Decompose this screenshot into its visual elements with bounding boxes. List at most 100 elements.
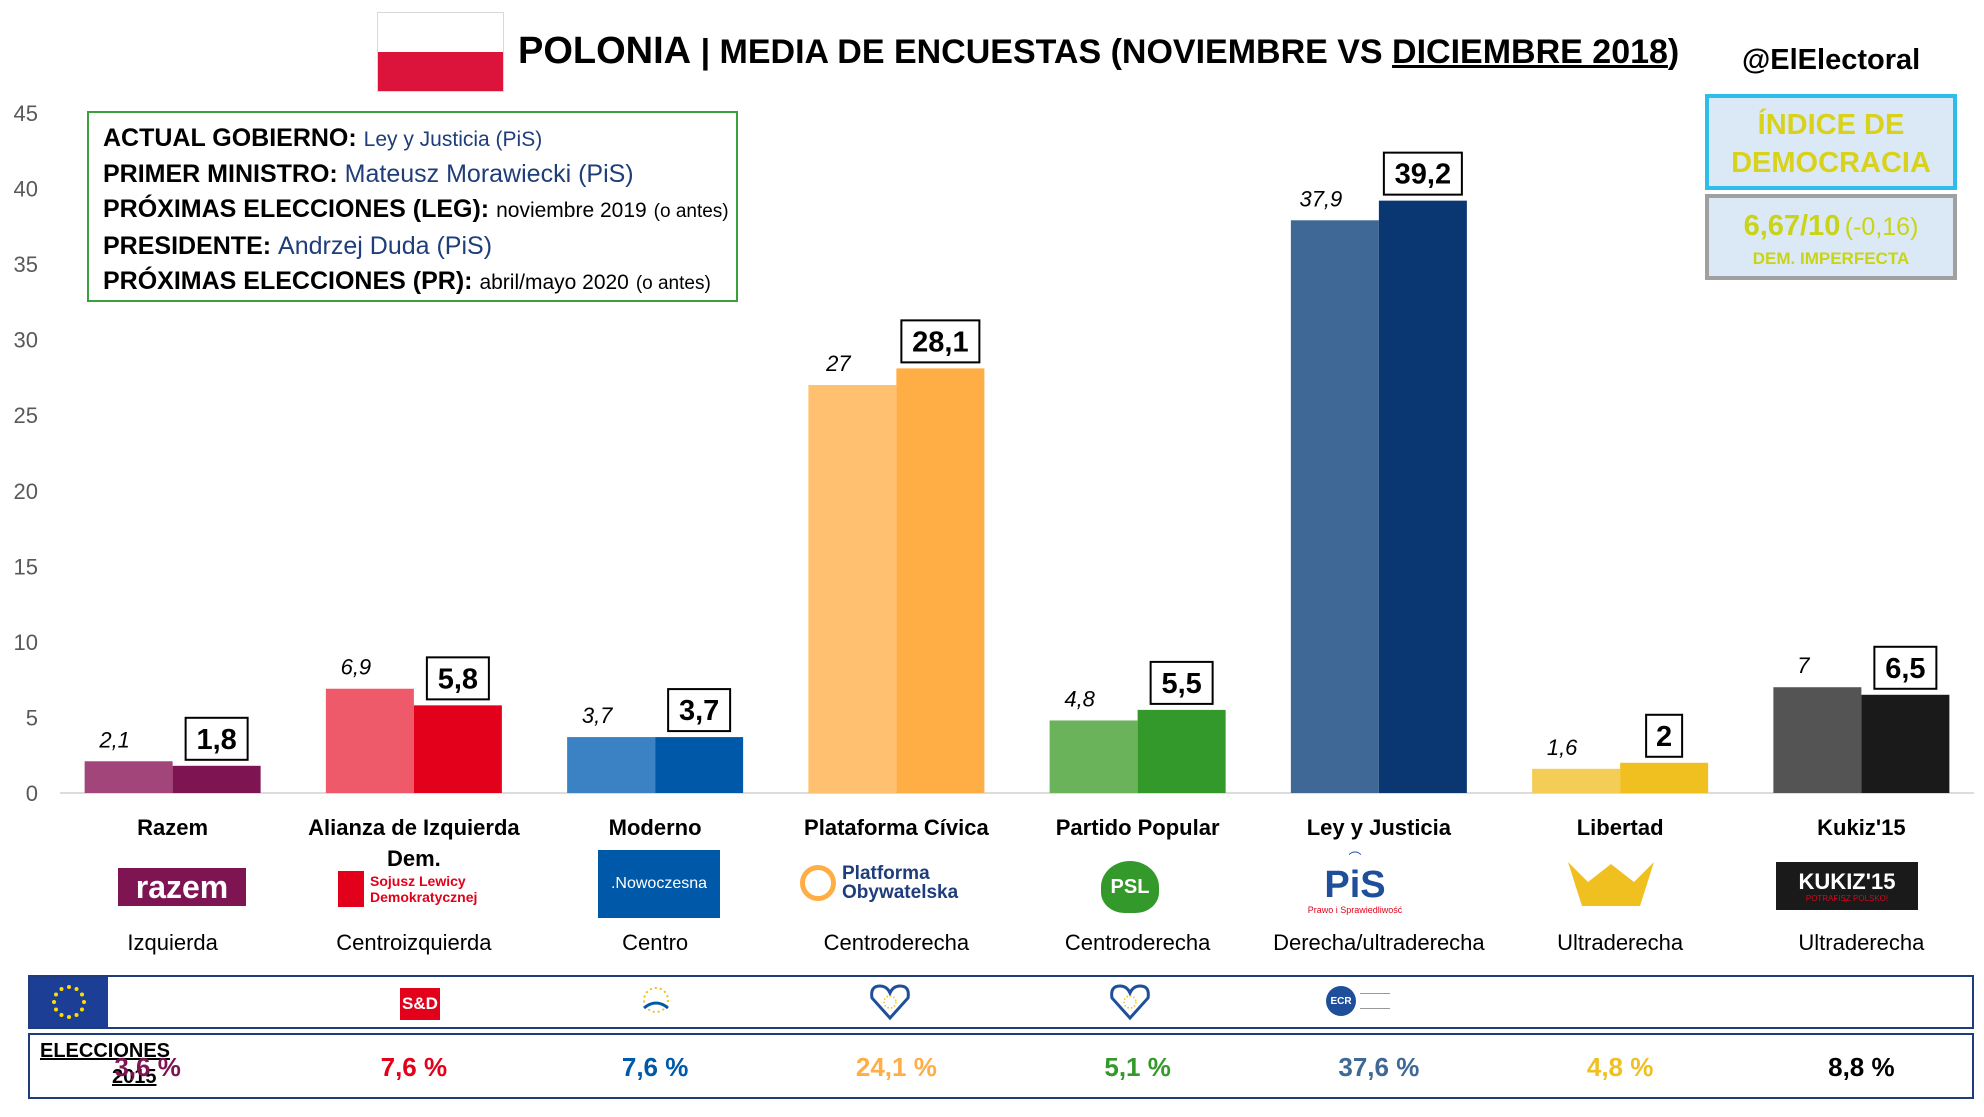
data-label-box-6	[1382, 151, 1463, 196]
democracy-index-score: 6,67/10 (-0,16) DEM. IMPERFECTA	[1705, 194, 1957, 280]
index-score: 6,67/10	[1743, 210, 1841, 242]
data-label-nov-8: 7	[1797, 653, 1810, 678]
data-label-box-1	[184, 716, 249, 761]
ideology-label-3: Centro	[622, 930, 689, 955]
category-label-1: Razem	[137, 815, 209, 840]
epp-group-icon	[868, 982, 912, 1022]
source-handle: @ElElectoral	[1742, 44, 1921, 76]
result-2015-4: 24,1 %	[855, 1052, 937, 1082]
result-2015-3: 7,6 %	[621, 1052, 689, 1082]
result-2015-8: 8,8 %	[1828, 1052, 1895, 1082]
ideology-label-7: Ultraderecha	[1557, 930, 1684, 955]
title-separator: |	[691, 33, 720, 71]
result-2015-2: 7,6 %	[380, 1052, 448, 1082]
title-end: )	[1667, 33, 1680, 71]
bar-nov-3	[567, 737, 656, 793]
index-change: (-0,16)	[1844, 213, 1919, 241]
eu-flag-icon	[30, 977, 108, 1027]
pis-logo: ⌒ PiS Prawo i Sprawiedliwość	[1307, 851, 1403, 915]
bar-nov-1	[84, 761, 173, 793]
category-label-6: Ley y Justicia	[1306, 815, 1452, 840]
data-label-dec-1: 1,8	[196, 724, 236, 756]
bar-dec-1	[172, 765, 261, 793]
bar-nov-7	[1532, 768, 1621, 793]
y-tick-label: 45	[14, 101, 38, 126]
data-label-box-2	[425, 656, 490, 701]
result-2015-7: 4,8 %	[1586, 1052, 1654, 1082]
y-tick-label: 5	[26, 705, 38, 730]
ecr-text-lines-icon	[1360, 993, 1390, 1009]
page-title: POLONIA | MEDIA DE ENCUESTAS (NOVIEMBRE …	[518, 30, 1679, 73]
results-2015-label: ELECCIONES 2015	[40, 1040, 171, 1088]
y-tick-label: 40	[14, 177, 38, 202]
bar-nov-4	[808, 385, 897, 793]
category-label-2: Alianza de Izquierda Dem.	[308, 815, 520, 871]
data-label-dec-4: 28,1	[912, 326, 968, 358]
result-2015-1: 3,6 %	[114, 1052, 181, 1082]
bar-dec-5	[1137, 709, 1226, 793]
category-label-4: Plataforma Cívica	[804, 815, 989, 840]
data-label-box-8	[1873, 645, 1938, 690]
info-box: ACTUAL GOBIERNO: Ley y Justicia (PiS) PR…	[87, 111, 738, 302]
result-2015-5: 5,1 %	[1104, 1052, 1171, 1082]
bar-nov-5	[1049, 720, 1138, 793]
y-tick-label: 20	[14, 479, 38, 504]
data-label-dec-3: 3,7	[679, 695, 719, 727]
alde-group-icon	[634, 986, 678, 1020]
bar-dec-7	[1620, 762, 1709, 793]
info-gov: ACTUAL GOBIERNO: Ley y Justicia (PiS)	[103, 124, 543, 152]
bar-dec-3	[655, 737, 744, 793]
bar-dec-4	[896, 368, 985, 793]
ecr-group-logo: ECR	[1326, 984, 1396, 1018]
bar-nov-2	[325, 688, 414, 793]
info-leg: PRÓXIMAS ELECCIONES (LEG): noviembre 201…	[103, 195, 729, 223]
nowoczesna-logo: .Nowoczesna	[598, 850, 720, 918]
ideology-label-5: Centroderecha	[1064, 930, 1211, 955]
title-text: MEDIA DE ENCUESTAS (NOVIEMBRE VS	[719, 33, 1393, 71]
bar-dec-6	[1378, 200, 1467, 794]
title-underlined: DICIEMBRE 2018	[1392, 33, 1668, 71]
leg-value: noviembre 2019	[496, 199, 647, 222]
result-2015-6: 37,6 %	[1338, 1052, 1420, 1082]
y-tick-label: 30	[14, 328, 38, 353]
libertad-crown-icon	[1568, 860, 1654, 908]
eu-group-row	[28, 975, 1974, 1029]
data-label-nov-2: 6,9	[341, 655, 372, 680]
sld-flag-icon	[338, 871, 364, 907]
data-label-box-7	[1645, 713, 1684, 758]
y-tick-label: 15	[14, 554, 38, 579]
bar-nov-8	[1773, 687, 1862, 793]
data-label-nov-4: 27	[825, 351, 851, 376]
pm-value: Mateusz Morawiecki (PiS)	[344, 160, 634, 188]
data-label-box-4	[900, 319, 981, 364]
ideology-label-2: Centroizquierda	[336, 930, 492, 955]
data-label-dec-8: 6,5	[1885, 653, 1925, 685]
kukiz-logo: KUKIZ'15 POTRAFISZ POLSKO!	[1776, 862, 1918, 910]
sld-logo: Sojusz Lewicy Demokratycznej	[338, 866, 504, 912]
y-tick-label: 0	[26, 781, 38, 806]
data-label-dec-7: 2	[1656, 721, 1672, 753]
ideology-label-1: Izquierda	[127, 930, 218, 955]
psl-clover-icon: PSL	[1101, 861, 1159, 913]
data-label-box-3	[667, 688, 732, 733]
data-label-nov-3: 3,7	[582, 703, 613, 728]
data-label-box-5	[1149, 660, 1214, 705]
pres-value: Andrzej Duda (PiS)	[278, 232, 493, 260]
category-label-5: Partido Popular	[1055, 815, 1220, 840]
data-label-nov-5: 4,8	[1064, 686, 1095, 711]
po-logo: Platforma Obywatelska	[800, 858, 990, 908]
y-tick-label: 10	[14, 630, 38, 655]
category-label-3: Moderno	[608, 815, 702, 840]
category-label-8: Kukiz'15	[1817, 815, 1906, 840]
pr-value: abril/mayo 2020	[479, 271, 629, 294]
info-pres: PRESIDENTE: Andrzej Duda (PiS)	[103, 232, 493, 260]
results-2015-row	[28, 1033, 1974, 1099]
title-country: POLONIA	[518, 30, 692, 72]
ideology-label-8: Ultraderecha	[1798, 930, 1925, 955]
gov-value: Ley y Justicia (PiS)	[363, 128, 543, 151]
data-label-nov-1: 2,1	[98, 727, 130, 752]
data-label-nov-6: 37,9	[1299, 186, 1342, 211]
ideology-label-6: Derecha/ultraderecha	[1273, 930, 1485, 955]
